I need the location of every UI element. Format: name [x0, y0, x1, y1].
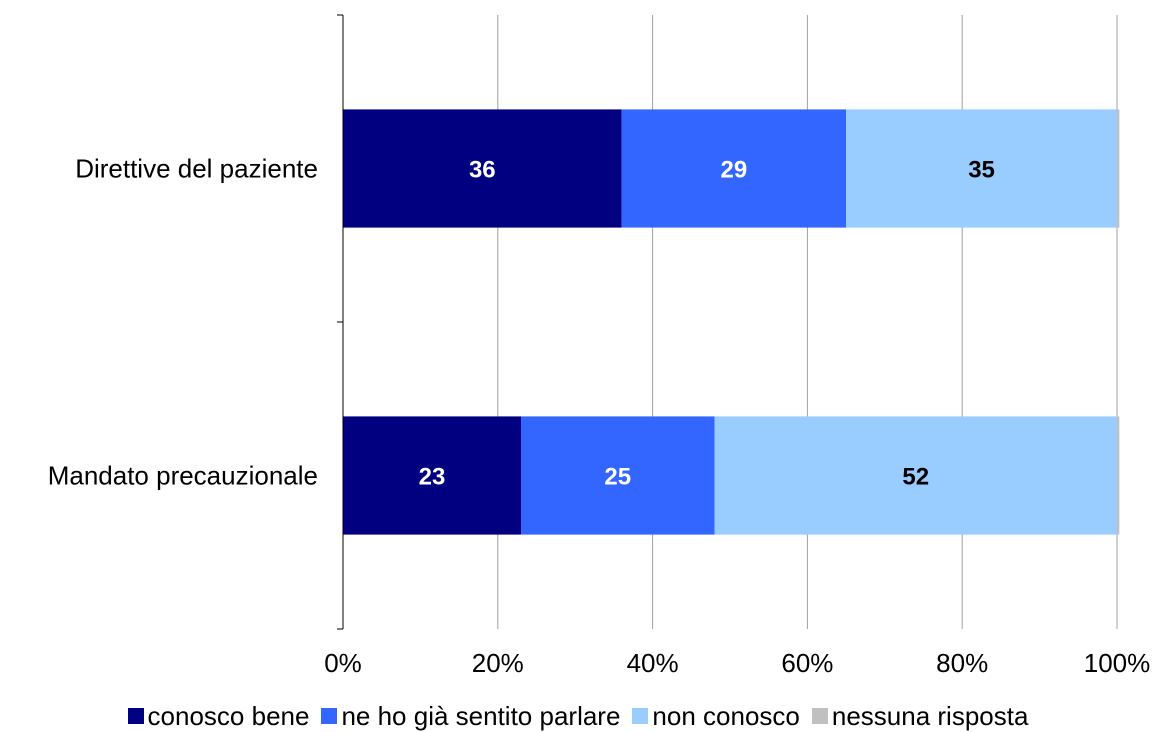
legend-label: conosco bene [147, 700, 310, 731]
category-label: Direttive del paziente [75, 154, 318, 184]
bar-segment [714, 416, 1117, 535]
x-tick-label: 20% [472, 648, 524, 678]
x-tick-label: 80% [936, 648, 988, 678]
x-tick-label: 40% [627, 648, 679, 678]
legend-swatch [632, 708, 649, 724]
bars: 36 29 35 23 25 52 [343, 109, 1120, 535]
data-label: 29 [721, 157, 748, 184]
data-label: 23 [419, 464, 446, 491]
legend-swatch [321, 708, 338, 724]
data-label: 52 [902, 464, 929, 491]
bar-segment [621, 109, 847, 228]
legend-item: ne ho già sentito parlare [321, 701, 620, 732]
data-label: 35 [968, 157, 995, 184]
legend-label: nessuna risposta [831, 700, 1029, 731]
category-labels: Direttive del paziente Mandato precauzion… [48, 154, 318, 491]
legend: conosco bene ne ho già sentito parlare non… [0, 700, 1156, 732]
legend-label: non conosco [652, 700, 800, 731]
x-tick-label: 100% [1084, 648, 1151, 678]
gridlines [497, 15, 1118, 629]
legend-item: conosco bene [127, 700, 310, 732]
bar-segment [343, 109, 622, 228]
tick-labels: 0% 20% 40% 60% 80% 100% [324, 648, 1150, 678]
bar-segment [343, 416, 522, 535]
x-tick-label: 0% [324, 648, 362, 678]
data-label: 36 [469, 157, 496, 184]
category-label: Mandato precauzionale [48, 461, 318, 491]
bar-segment [1117, 109, 1120, 228]
bar-segment [1117, 416, 1120, 535]
axis [337, 14, 344, 630]
x-tick-label: 60% [781, 648, 833, 678]
legend-item: non conosco [632, 700, 800, 732]
legend-swatch [127, 708, 144, 724]
data-label: 25 [604, 464, 631, 491]
bar-segment [846, 109, 1117, 228]
legend-item: nessuna risposta [811, 700, 1029, 732]
bar-segment [521, 416, 715, 535]
legend-label: ne ho già sentito parlare [341, 700, 621, 731]
legend-swatch [811, 708, 828, 724]
